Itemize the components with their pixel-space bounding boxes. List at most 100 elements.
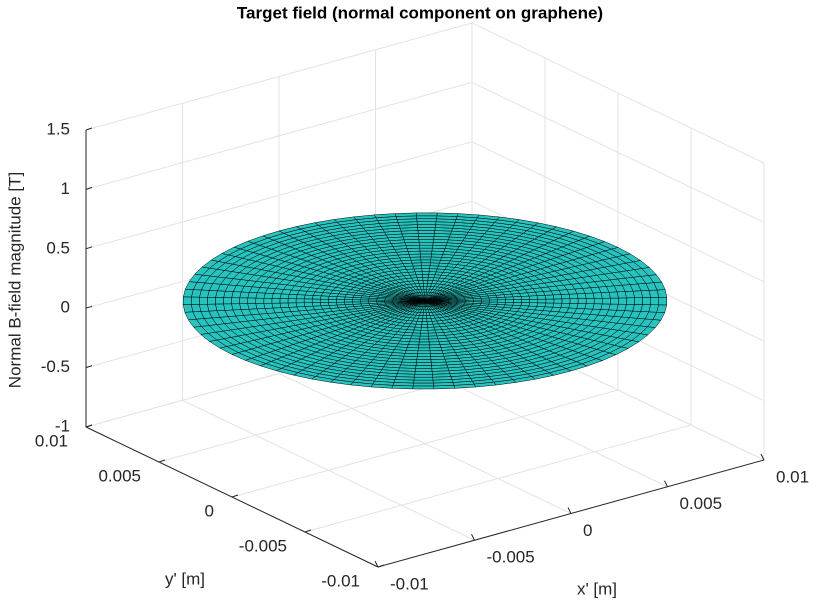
surface-patch [416, 363, 431, 366]
surface-patch [199, 297, 207, 304]
surface-patch [344, 300, 352, 303]
surface-patch [418, 228, 436, 231]
surface-patch [626, 298, 634, 305]
surface-patch [414, 380, 434, 383]
surface-patch [395, 213, 416, 217]
surface-patch [248, 304, 257, 310]
surface-patch [521, 303, 530, 306]
surface-patch [418, 351, 431, 354]
surface-patch [586, 298, 594, 303]
surface-patch [505, 302, 514, 305]
surface-patch [183, 297, 191, 305]
surface-patch [417, 354, 430, 357]
surface-patch [320, 296, 329, 299]
surface-patch [419, 245, 432, 248]
surface-patch [618, 298, 626, 304]
surface-patch [415, 371, 433, 374]
surface-patch [421, 327, 428, 330]
surface-patch [413, 383, 433, 386]
surface-patch [418, 233, 434, 236]
y-tick-label: -0.01 [321, 571, 360, 590]
y-tick-label: 0 [205, 501, 214, 520]
surface-patch [419, 339, 429, 342]
surface-patch [419, 242, 433, 245]
surface-patch [240, 298, 248, 304]
surface-patch [312, 295, 321, 299]
x-tick-label: -0.005 [487, 548, 535, 567]
surface-patch [417, 357, 431, 360]
surface-patch [423, 283, 427, 286]
y-axis-label: y' [m] [165, 569, 205, 588]
surface-patch [420, 336, 429, 339]
surface-patch [537, 303, 546, 307]
surface-patch [428, 330, 436, 333]
surface-patch [183, 289, 193, 297]
surface-patch [537, 295, 546, 299]
surface-patch [498, 300, 506, 303]
surface-patch [288, 303, 297, 307]
surface-patch [659, 297, 667, 305]
surface-patch [585, 293, 594, 298]
surface-patch [422, 269, 430, 272]
surface-patch [413, 386, 434, 389]
surface-patch [593, 293, 602, 299]
surface-patch [417, 219, 437, 222]
surface-patch [601, 292, 610, 298]
z-tick-label: -1 [55, 416, 70, 435]
surface-patch [416, 213, 437, 216]
surface-patch [288, 299, 296, 303]
surface-patch [421, 257, 432, 260]
surface-patch [416, 321, 422, 324]
surface-patch [419, 239, 434, 242]
surface-patch [240, 304, 249, 310]
surface-patch [207, 297, 215, 304]
surface-patch [657, 290, 667, 298]
surface-patch [418, 348, 430, 351]
z-tick-label: 1 [61, 179, 70, 198]
surface-patch [420, 333, 428, 336]
surface-patch [514, 299, 522, 302]
surface-patch [418, 315, 423, 318]
surface-patch [643, 298, 651, 305]
surface-patch [191, 297, 199, 304]
surface-patch [420, 248, 433, 251]
surface-patch [562, 299, 570, 304]
surface-patch [414, 269, 422, 272]
x-tick-label: -0.01 [390, 574, 429, 593]
surface-patch [651, 297, 659, 304]
z-tick-label: 0.5 [46, 238, 70, 257]
surface-patch [256, 298, 264, 303]
surface-patch [529, 303, 538, 307]
surface-patch [418, 345, 429, 348]
surface-patch [328, 299, 336, 302]
surface-patch [296, 299, 304, 303]
surface-patch [427, 280, 432, 283]
surface-patch [264, 293, 273, 298]
surface-patch [304, 295, 313, 299]
surface [183, 213, 667, 389]
surface-patch [183, 304, 193, 312]
surface-patch [569, 294, 578, 299]
surface-patch [417, 225, 435, 228]
chart-title: Target field (normal component on graphe… [237, 3, 603, 22]
surface-patch [418, 231, 435, 234]
surface-patch [288, 294, 297, 298]
surface-patch [392, 385, 413, 389]
surface-patch [561, 294, 570, 299]
z-tick-label: 1.5 [46, 119, 70, 138]
surface-patch [594, 298, 602, 304]
surface-patch [570, 299, 578, 304]
surface-patch [414, 327, 421, 330]
surface-patch [423, 313, 427, 316]
surface-patch [545, 303, 554, 307]
surface-patch [296, 295, 305, 299]
x-tick-label: 0.01 [776, 467, 809, 486]
surface-patch [422, 321, 428, 324]
surface-patch [280, 299, 288, 304]
surface-patch [427, 283, 432, 286]
surface-patch [423, 316, 427, 319]
surface-patch [578, 298, 586, 303]
surface-patch [280, 303, 289, 308]
